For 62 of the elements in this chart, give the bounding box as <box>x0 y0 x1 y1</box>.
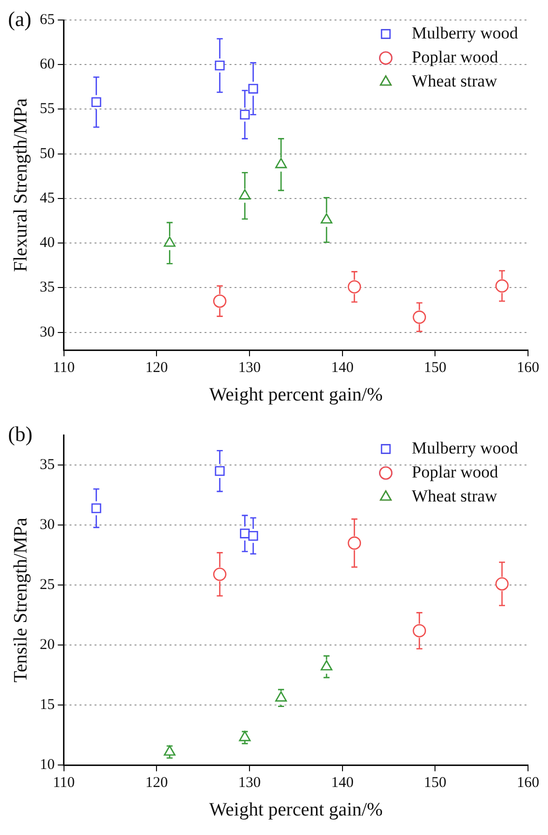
point <box>164 745 176 756</box>
point <box>275 691 287 702</box>
point <box>91 97 102 107</box>
y-tick-label: 60 <box>40 56 55 73</box>
y-tick-label: 15 <box>40 697 55 714</box>
y-tick-label: 35 <box>40 280 55 296</box>
point <box>348 280 362 294</box>
point <box>320 213 332 224</box>
legend-label: Mulberry wood <box>412 23 518 42</box>
y-tick-label: 65 <box>40 12 55 28</box>
y-tick-label: 30 <box>40 516 55 533</box>
point <box>412 310 426 324</box>
point <box>320 660 332 670</box>
x-tick-label: 130 <box>238 775 261 792</box>
point <box>248 530 258 541</box>
x-tick-label: 110 <box>52 775 75 792</box>
y-axis-title: Flexural Strength/MPa <box>10 98 32 272</box>
point <box>240 110 250 120</box>
y-tick-label: 50 <box>40 146 55 162</box>
x-tick-label: 150 <box>424 360 446 376</box>
x-tick-label: 140 <box>331 360 354 376</box>
y-axis-title: Tensile Strength/MPa <box>10 517 32 683</box>
x-tick-label: 160 <box>516 360 540 376</box>
x-tick-label: 150 <box>424 775 446 792</box>
point <box>91 503 102 514</box>
point <box>495 577 509 591</box>
x-tick-label: 160 <box>516 775 540 792</box>
y-tick-label: 10 <box>40 757 55 774</box>
text: (a) <box>8 7 32 32</box>
point <box>248 84 258 94</box>
point <box>240 528 250 538</box>
y-tick-label: 30 <box>40 324 55 340</box>
point <box>214 466 225 476</box>
legend-label: Mulberry wood <box>412 438 518 458</box>
y-tick-label: 25 <box>40 577 55 594</box>
y-tick-label: 20 <box>40 637 55 654</box>
legend-label: Wheat straw <box>412 71 498 90</box>
point <box>164 236 176 247</box>
legend-label: Poplar wood <box>412 462 499 482</box>
y-tick-label: 55 <box>40 101 55 118</box>
x-tick-label: 120 <box>145 775 168 792</box>
y-tick-label: 45 <box>40 190 55 206</box>
point <box>238 730 251 742</box>
legend-label: Poplar wood <box>412 47 499 66</box>
y-tick-label: 35 <box>40 456 55 473</box>
text: (b) <box>8 422 32 446</box>
x-axis-title: Weight percent gain/% <box>209 800 383 821</box>
point <box>213 294 226 308</box>
point <box>214 60 225 70</box>
x-axis-title: Weight percent gain/% <box>209 384 383 406</box>
point <box>238 189 251 200</box>
point <box>412 624 426 638</box>
x-tick-label: 120 <box>145 360 168 376</box>
point <box>348 536 362 550</box>
point <box>213 568 226 581</box>
legend-label: Wheat straw <box>412 486 498 506</box>
x-tick-label: 130 <box>238 360 261 376</box>
point <box>275 158 287 168</box>
x-tick-label: 140 <box>331 775 354 792</box>
x-tick-label: 110 <box>52 360 75 376</box>
y-tick-label: 40 <box>40 235 55 252</box>
point <box>495 279 509 293</box>
